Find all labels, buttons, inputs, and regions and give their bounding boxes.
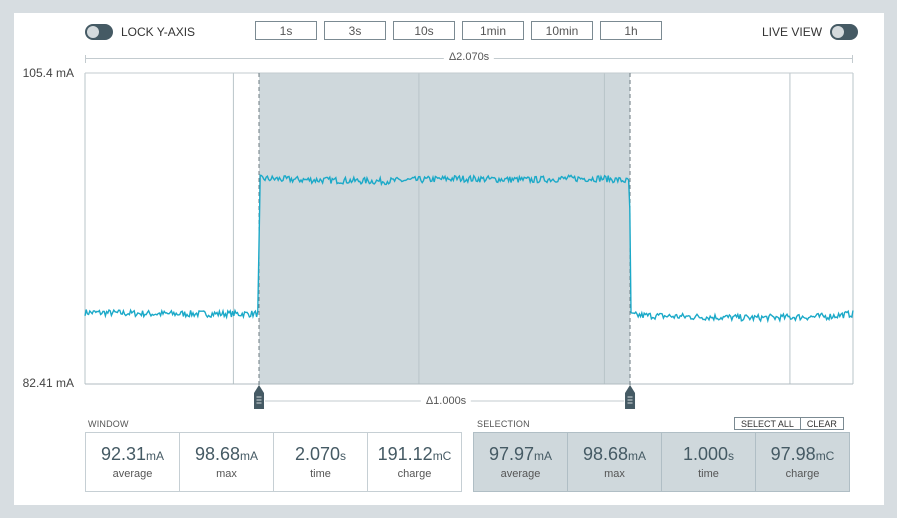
selection-buttons: SELECT ALL CLEAR bbox=[734, 417, 844, 430]
select-all-button[interactable]: SELECT ALL bbox=[734, 417, 801, 430]
selection-charge-value: 97.98mC bbox=[770, 444, 835, 464]
window-time-label: time bbox=[310, 468, 331, 480]
lock-y-axis-toggle[interactable] bbox=[85, 24, 113, 40]
window-10s-button[interactable]: 10s bbox=[393, 21, 455, 40]
selection-max-label: max bbox=[604, 468, 625, 480]
selection-max-card: 98.68mA max bbox=[567, 432, 662, 492]
window-max-value: 98.68mA bbox=[194, 444, 259, 464]
selection-handles bbox=[254, 385, 636, 409]
window-charge-value: 191.12mC bbox=[377, 444, 452, 464]
window-time-value: 2.070s bbox=[294, 444, 347, 464]
selection-time-card: 1.000s time bbox=[661, 432, 756, 492]
lock-y-axis-label: LOCK Y-AXIS bbox=[121, 25, 196, 39]
live-view-control[interactable]: LIVE VIEW bbox=[762, 24, 859, 40]
window-charge-card: 191.12mC charge bbox=[367, 432, 462, 492]
selection-charge-card: 97.98mC charge bbox=[755, 432, 850, 492]
y-max-label: 105.4 mA bbox=[22, 66, 74, 80]
toggle-knob bbox=[87, 26, 99, 38]
selection-average-card: 97.97mA average bbox=[473, 432, 568, 492]
selection-max-value: 98.68mA bbox=[582, 444, 647, 464]
selection-stats-title: SELECTION bbox=[477, 419, 530, 429]
selection-region[interactable] bbox=[259, 73, 631, 384]
selection-time-value: 1.000s bbox=[682, 444, 735, 464]
live-view-toggle[interactable] bbox=[830, 24, 859, 40]
selection-charge-label: charge bbox=[785, 468, 820, 480]
lock-y-axis-control[interactable]: LOCK Y-AXIS bbox=[85, 24, 195, 40]
selection-average-value: 97.97mA bbox=[488, 444, 553, 464]
clear-selection-button[interactable]: CLEAR bbox=[799, 417, 844, 430]
window-stats-title: WINDOW bbox=[88, 419, 129, 429]
window-average-label: average bbox=[112, 468, 153, 480]
window-delta-label: Δ2.070s bbox=[443, 51, 495, 63]
selection-average-label: average bbox=[500, 468, 541, 480]
selection-stats-cards: 97.97mA average 98.68mA max 1.000s time … bbox=[473, 432, 850, 492]
toggle-knob bbox=[832, 26, 845, 38]
window-3s-button[interactable]: 3s bbox=[324, 21, 386, 40]
window-time-card: 2.070s time bbox=[273, 432, 368, 492]
window-10min-button[interactable]: 10min bbox=[531, 21, 593, 40]
window-duration-buttons: 1s 3s 10s 1min 10min 1h bbox=[255, 21, 669, 40]
window-average-value: 92.31mA bbox=[100, 444, 165, 464]
live-view-label: LIVE VIEW bbox=[762, 25, 823, 39]
window-charge-label: charge bbox=[397, 468, 432, 480]
window-average-card: 92.31mA average bbox=[85, 432, 180, 492]
window-stats-cards: 92.31mA average 98.68mA max 2.070s time … bbox=[85, 432, 462, 492]
selection-delta-label: Δ1.000s bbox=[420, 395, 472, 407]
window-max-label: max bbox=[216, 468, 237, 480]
chart-grid bbox=[84, 73, 854, 384]
window-max-card: 98.68mA max bbox=[179, 432, 274, 492]
selection-time-label: time bbox=[698, 468, 719, 480]
window-1h-button[interactable]: 1h bbox=[600, 21, 662, 40]
window-1min-button[interactable]: 1min bbox=[462, 21, 524, 40]
y-min-label: 82.41 mA bbox=[22, 376, 74, 390]
current-trace-line bbox=[84, 174, 854, 324]
window-1s-button[interactable]: 1s bbox=[255, 21, 317, 40]
